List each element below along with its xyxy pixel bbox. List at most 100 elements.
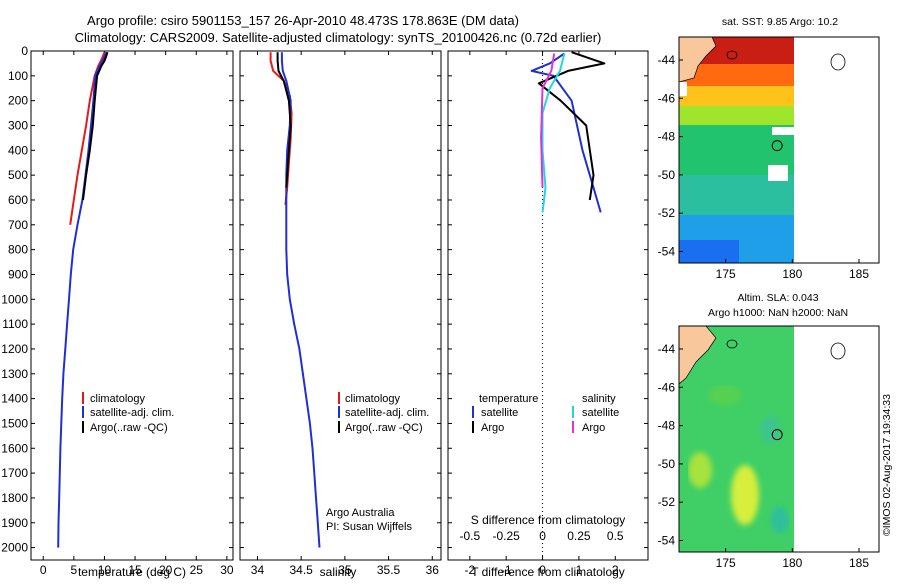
sla-island-contour: [726, 339, 738, 349]
sla-lat-tick-label: -48: [658, 419, 676, 433]
credit-line2: PI: Susan Wijffels: [326, 521, 412, 533]
depth-tick-label: 1300: [1, 367, 28, 381]
depth-tick-label: 1700: [1, 466, 28, 480]
diff-legend-swatch-s-satellite: [572, 406, 574, 418]
sst-missing-patch-lower: [768, 165, 788, 181]
figure-title-line2: Climatology: CARS2009. Satellite-adjuste…: [75, 30, 602, 45]
sla-negative-anomaly: [760, 416, 780, 444]
diff-legend-label-s-argo: Argo: [582, 422, 605, 434]
s-diff-tick-label: -0.5: [459, 529, 480, 543]
sst-lat-tick-label: -44: [658, 53, 676, 67]
sla-lat-tick-label: -46: [658, 380, 676, 394]
sla-map-title-line2: Argo h1000: NaN h2000: NaN: [708, 307, 848, 319]
temperature-panel: 0100200300400500600700800900100011001200…: [1, 44, 234, 579]
legend-swatch-climatology: [82, 392, 84, 404]
s-diff-tick-label: 0.5: [607, 529, 624, 543]
difference-panel: -2 -1 0 1 2 -0.5 -0.25 0 0.25 0.5 T difference f…: [447, 50, 649, 579]
sst-field-cold-patch: [679, 240, 739, 263]
sla-positive-anomaly: [731, 465, 759, 525]
sal-legend-label-argo: Argo(..raw -QC): [345, 422, 423, 434]
sst-lat-tick-label: -52: [658, 206, 676, 220]
sal-legend-swatch-satellite: [338, 406, 340, 418]
sla-positive-anomaly-west: [688, 452, 712, 488]
sst-land-new-zealand: [679, 37, 717, 83]
depth-tick-label: 400: [8, 143, 28, 157]
sst-lon-tick-label: 175: [716, 267, 736, 281]
depth-tick-label: 300: [8, 118, 28, 132]
s-series-satellite-adj-clim-: [280, 52, 321, 548]
sal-legend-label-satellite: satellite-adj. clim.: [345, 407, 429, 419]
s-series-argo-raw-qc-: [276, 52, 292, 188]
temperature-plot-frame: [30, 50, 234, 561]
depth-tick-label: 1000: [1, 292, 28, 306]
sal-legend-swatch-climatology: [338, 392, 340, 404]
sla-land-new-zealand: [679, 326, 717, 385]
depth-tick-label: 1400: [1, 392, 28, 406]
sst-island-contour: [726, 50, 738, 60]
diff-legend-swatch-t-argo: [472, 421, 474, 433]
s-difference-xlabel: S difference from climatology: [471, 513, 626, 527]
sst-field-teal-band: [679, 175, 794, 220]
temperature-lines: [57, 51, 109, 548]
salinity-lines: [269, 52, 321, 548]
sla-lat-tick-label: -44: [658, 342, 676, 356]
depth-tick-label: 500: [8, 168, 28, 182]
depth-tick-label: 1500: [1, 416, 28, 430]
legend-label-argo: Argo(..raw -QC): [90, 422, 168, 434]
d-series-temperature-argo: [537, 51, 606, 201]
legend-header-temperature: temperature: [479, 393, 538, 405]
salinity-legend: climatology satellite-adj. clim. Argo(..…: [338, 392, 429, 434]
t-x-tick-label: 5: [71, 563, 78, 577]
sla-lon-tick-label: 185: [849, 556, 869, 570]
depth-tick-label: 1100: [2, 317, 28, 331]
sst-argo-position-marker: [771, 140, 783, 152]
sst-missing-patch-upper: [772, 127, 794, 135]
credit-line1: Argo Australia: [326, 507, 395, 519]
d-x-tick-label: 0: [539, 563, 546, 577]
sla-field-anomalies: [688, 385, 789, 534]
difference-depth-ticks: [448, 50, 648, 549]
legend-header-salinity: salinity: [582, 393, 616, 405]
depth-tick-label: 1900: [1, 516, 28, 530]
temperature-ticks: 0 5 10 15 20 25 30: [40, 51, 234, 577]
sal-legend-swatch-argo: [338, 421, 340, 433]
s-diff-tick-label: -0.25: [493, 529, 521, 543]
sla-field: [679, 326, 846, 552]
salinity-ticks: 34 34.5 35 35.5 36: [251, 51, 439, 577]
t-x-tick-label: 0: [40, 563, 47, 577]
s-x-tick-label: 35.5: [377, 563, 401, 577]
sst-lon-tick-label: 185: [849, 267, 869, 281]
sst-map-panel: sat. SST: 9.85 Argo: 10.2 175 180 185 -44 -4…: [658, 16, 880, 281]
depth-tick-label: 900: [8, 267, 28, 281]
sla-map-title-line1: Altim. SLA: 0.043: [737, 292, 818, 304]
temperature-legend: climatology satellite-adj. clim. Argo(..…: [82, 392, 174, 434]
depth-tick-label: 1600: [1, 441, 28, 455]
s-x-tick-label: 35: [338, 563, 352, 577]
salinity-xlabel: salinity: [320, 565, 357, 579]
depth-tick-label: 1800: [1, 491, 28, 505]
s-diff-tick-label: 0.25: [567, 529, 591, 543]
d-x-tick-label: 1: [576, 563, 583, 577]
legend-label-satellite: satellite-adj. clim.: [90, 407, 174, 419]
t-x-tick-label: 25: [190, 563, 204, 577]
depth-tick-label: 0: [21, 44, 28, 58]
sst-field: [679, 37, 846, 263]
figure-title-line1: Argo profile: csiro 5901153_157 26-Apr-2…: [87, 13, 519, 28]
t-series-argo-raw-qc-: [82, 51, 109, 201]
sla-island-east-contour: [830, 342, 846, 360]
sst-map-frame: [678, 36, 880, 264]
sla-anomaly-north: [709, 385, 741, 405]
sst-lat-tick-label: -48: [658, 130, 676, 144]
s-x-tick-label: 34: [251, 563, 265, 577]
difference-plot-frame: [447, 50, 649, 561]
t-x-tick-label: 20: [159, 563, 173, 577]
depth-tick-label: 200: [8, 94, 28, 108]
salinity-panel: 34 34.5 35 35.5 36 salinity climatology sate…: [239, 50, 442, 579]
temperature-xlabel: temperature (deg C): [78, 565, 186, 579]
diff-legend-label-t-argo: Argo: [481, 422, 504, 434]
s-x-tick-label: 34.5: [289, 563, 313, 577]
sla-lon-tick-label: 175: [716, 556, 736, 570]
sla-map-ticks: 175 180 185 -44 -46 -48 -50 -52 -54: [658, 342, 870, 570]
